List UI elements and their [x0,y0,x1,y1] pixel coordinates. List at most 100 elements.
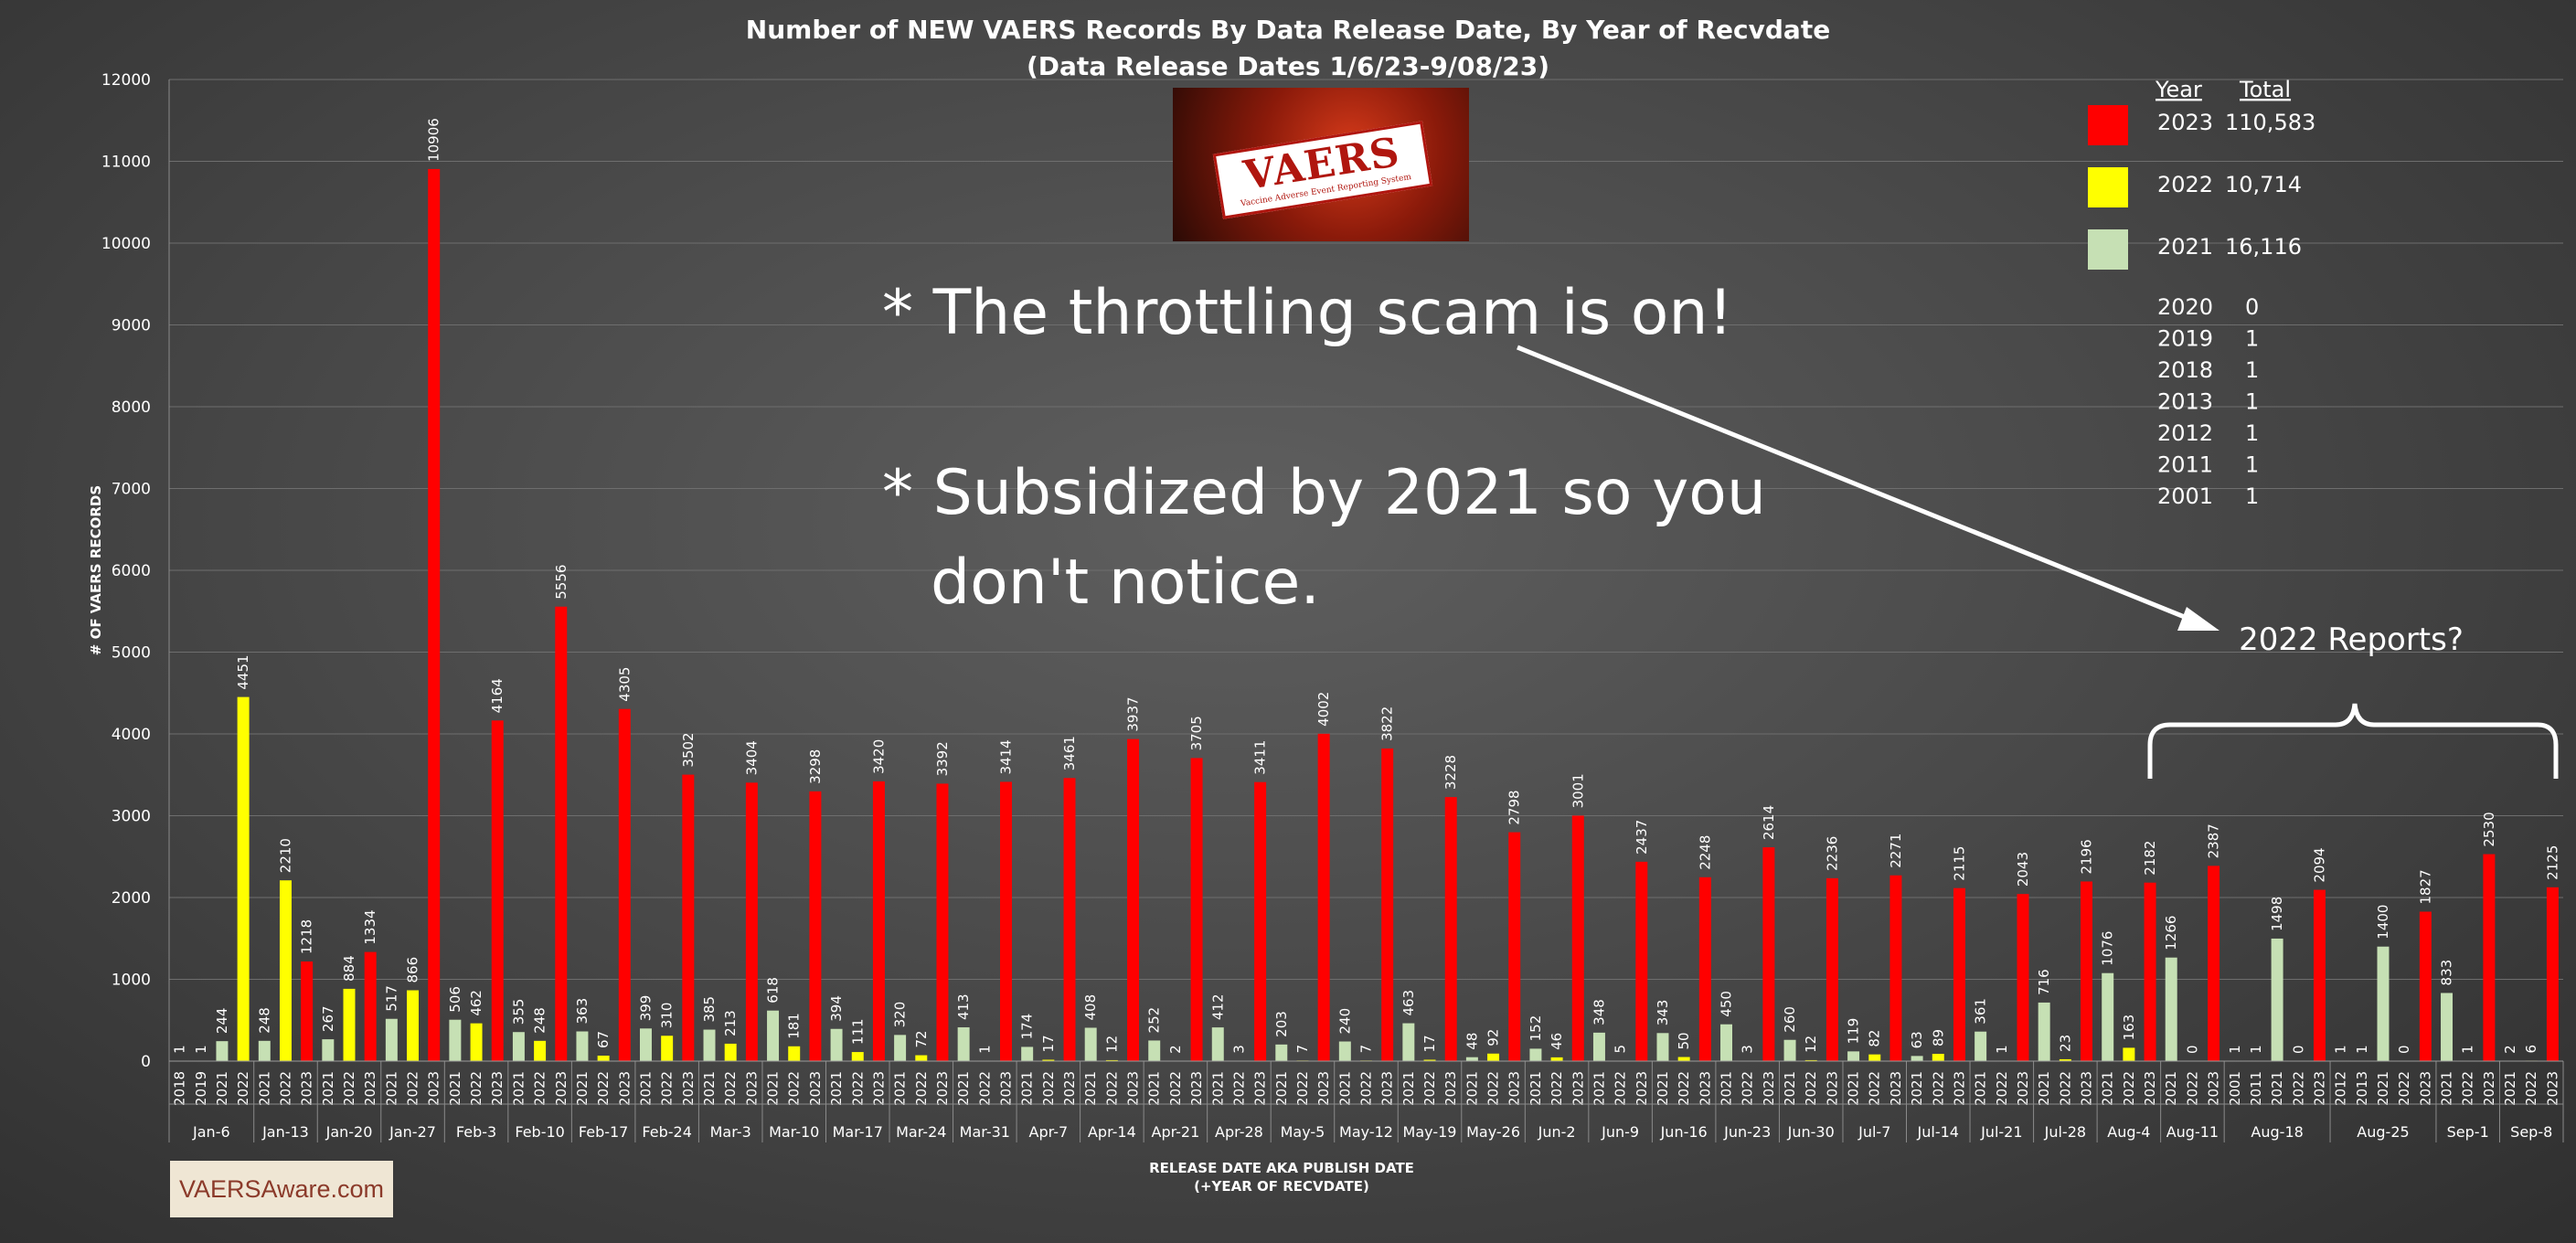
bar [639,1028,652,1061]
y-tick-label: 12000 [101,71,151,90]
x-year-tick-label: 2021 [2269,1071,2285,1106]
bar-value-label: 3228 [1442,755,1459,790]
bar [788,1046,801,1061]
x-year-tick-label: 2023 [807,1071,824,1106]
bar-value-label: 213 [722,1010,739,1036]
x-year-tick-label: 2023 [743,1071,760,1106]
x-year-tick-label: 2021 [1146,1071,1163,1106]
x-year-tick-label: 2023 [426,1071,442,1106]
bar-value-label: 3822 [1379,706,1396,741]
x-year-tick-label: 2022 [1358,1071,1375,1106]
x-year-tick-label: 2022 [1549,1071,1565,1106]
bar [1762,847,1775,1061]
bar-value-label: 833 [2439,960,2455,986]
x-group-label: Apr-14 [1088,1123,1136,1141]
annotation-arrow-head [2177,607,2219,631]
bar [1698,876,1711,1061]
bar-value-label: 884 [341,955,357,982]
bar-value-label: 2530 [2481,812,2497,846]
bar [1783,1039,1796,1061]
bar [745,782,758,1061]
bar-value-label: 517 [383,985,399,1012]
bar [1148,1040,1161,1061]
x-year-tick-label: 2023 [2142,1071,2158,1106]
x-year-tick-label: 2022 [2523,1071,2539,1106]
bar-value-label: 260 [1782,1006,1798,1033]
bar-value-label: 92 [1485,1029,1502,1046]
x-year-tick-label: 2021 [1336,1071,1353,1106]
x-year-tick-label: 2021 [1400,1071,1417,1106]
bar-value-label: 4164 [489,678,506,713]
bar-value-label: 3 [1740,1045,1756,1054]
bar-value-label: 413 [955,993,972,1020]
x-year-tick-label: 2021 [510,1071,527,1106]
bar [1592,1032,1605,1061]
bar [1932,1054,1944,1061]
bar [1720,1024,1732,1061]
bar-value-label: 2248 [1697,835,1713,870]
bar-value-label: 3404 [743,740,760,775]
y-tick-label: 1000 [112,972,151,990]
bar-value-label: 181 [786,1013,803,1039]
x-year-tick-label: 2021 [892,1071,909,1106]
x-group-label: Sep-1 [2447,1123,2489,1141]
x-year-tick-label: 2021 [1082,1071,1099,1106]
bar-value-label: 63 [1909,1031,1925,1048]
x-group-label: Mar-3 [710,1123,751,1141]
x-group-label: Aug-18 [2251,1123,2303,1141]
bar-value-label: 2182 [2142,841,2158,876]
bar [364,951,377,1061]
bar [322,1039,335,1061]
legend-total: 0 [2245,294,2259,320]
bar-value-label: 506 [447,986,463,1013]
bar [1911,1056,1923,1061]
x-group-label: Mar-17 [833,1123,883,1141]
x-year-tick-label: 2023 [1379,1071,1396,1106]
bar [2546,887,2559,1061]
x-group-label: Feb-24 [642,1123,691,1141]
bar [1889,875,1902,1061]
bar-value-label: 3420 [870,739,887,774]
bar [894,1035,907,1061]
legend-total: 110,583 [2225,110,2315,135]
bar [1804,1059,1817,1061]
bar [216,1041,229,1061]
bar-value-label: 4002 [1315,692,1332,727]
bar-value-label: 7 [1294,1045,1311,1054]
bar [449,1019,462,1061]
x-year-tick-label: 2021 [447,1071,463,1106]
x-year-tick-label: 2023 [2417,1071,2433,1106]
legend-year: 2013 [2157,389,2213,415]
x-year-tick-label: 2021 [214,1071,230,1106]
bar [1105,1059,1118,1061]
bar [1317,733,1330,1061]
y-tick-label: 11000 [101,154,151,172]
bar [1042,1059,1055,1061]
bar-value-label: 320 [892,1002,909,1028]
x-group-label: Jul-21 [1980,1123,2022,1141]
x-year-tick-label: 2022 [722,1071,739,1106]
x-year-tick-label: 2022 [532,1071,548,1106]
x-year-tick-label: 2023 [1697,1071,1713,1106]
bar [2208,866,2220,1061]
bar [1550,1057,1563,1061]
bar [1021,1046,1034,1061]
x-year-tick-label: 2022 [595,1071,612,1106]
bar [767,1010,780,1061]
x-year-tick-label: 2021 [574,1071,591,1106]
x-year-tick-label: 2022 [2290,1071,2306,1106]
x-year-tick-label: 2021 [955,1071,972,1106]
bar-value-label: 12 [1803,1036,1819,1053]
x-year-tick-label: 2021 [1464,1071,1480,1106]
x-year-tick-label: 2021 [1591,1071,1607,1106]
bar [279,880,292,1061]
x-group-label: Apr-7 [1029,1123,1069,1141]
legend-total: 1 [2245,357,2259,383]
x-year-tick-label: 2022 [659,1071,676,1106]
x-year-tick-label: 2022 [2396,1071,2412,1106]
bar [1381,748,1394,1061]
legend-year: 2020 [2157,294,2213,320]
bar-value-label: 5 [1613,1045,1629,1054]
legend-year: 2011 [2157,452,2213,478]
